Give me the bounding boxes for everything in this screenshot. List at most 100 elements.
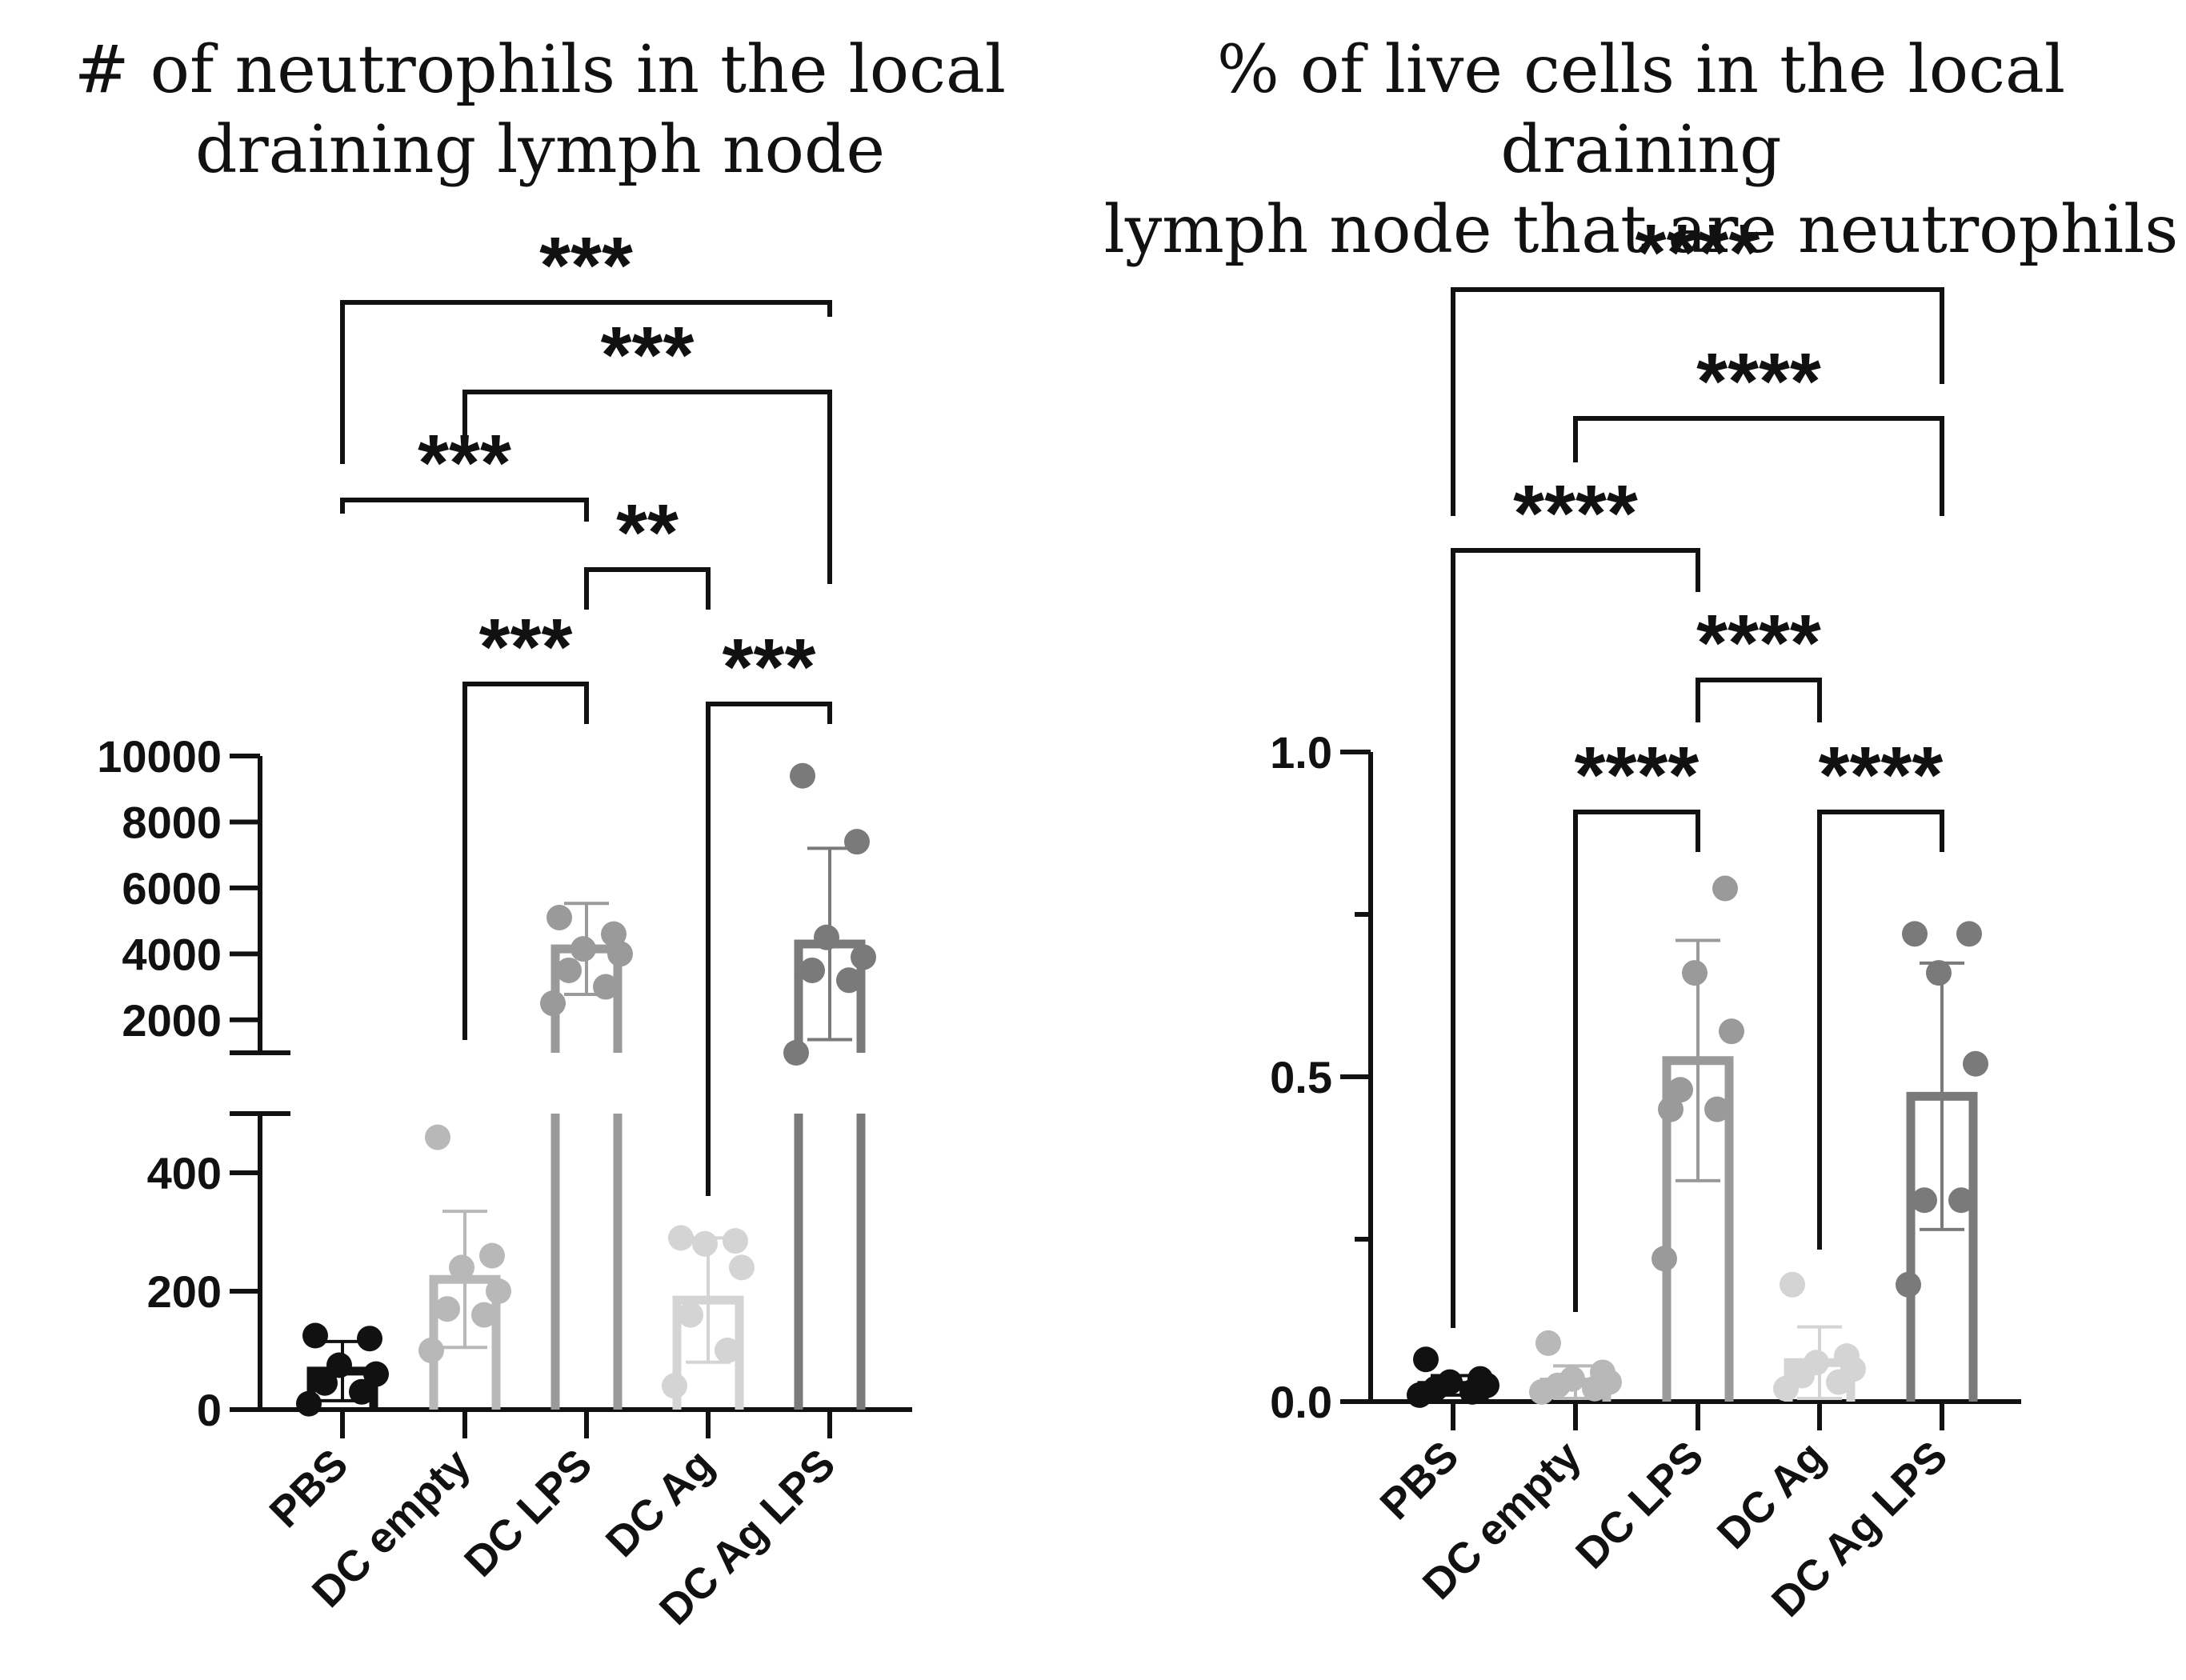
- data-point: [479, 1242, 505, 1269]
- significance-label: ****: [1819, 730, 1944, 820]
- data-point: [1834, 1343, 1860, 1370]
- x-tick-label: PBS: [1371, 1432, 1468, 1529]
- data-point: [363, 1361, 389, 1387]
- y-tick-label: 6000: [122, 863, 222, 914]
- data-point: [312, 1370, 338, 1396]
- chart-title-line-2: draining lymph node: [194, 112, 886, 188]
- data-point: [1963, 1050, 1988, 1077]
- data-point: [799, 957, 825, 983]
- data-point: [1780, 1271, 1805, 1298]
- y-tick-label: 0.0: [1270, 1377, 1332, 1427]
- data-point: [1704, 1096, 1730, 1122]
- data-point: [449, 1254, 474, 1281]
- data-point: [302, 1322, 328, 1349]
- data-point: [296, 1390, 322, 1417]
- y-tick-label: 10000: [97, 731, 222, 782]
- significance-bracket: [1451, 548, 1700, 1328]
- data-point: [425, 1124, 450, 1150]
- y-tick-label: 0: [197, 1385, 222, 1435]
- data-point: [1535, 1330, 1561, 1356]
- x-tick-label: PBS: [261, 1440, 358, 1537]
- significance-label: ***: [601, 310, 695, 400]
- significance-label: ***: [539, 221, 633, 310]
- y-tick-label: 200: [147, 1266, 222, 1317]
- chart-title: # of neutrophils in the local draining l…: [24, 30, 1056, 190]
- data-point: [593, 974, 619, 1000]
- data-point: [836, 967, 862, 994]
- y-tick-label: 4000: [122, 929, 222, 979]
- data-point: [1712, 875, 1738, 902]
- data-point: [1668, 1077, 1693, 1103]
- data-point: [1413, 1346, 1439, 1373]
- significance-bracket: [340, 498, 589, 522]
- x-tick-label: DC LPS: [1567, 1432, 1712, 1578]
- data-point: [471, 1302, 497, 1328]
- significance-label: ***: [723, 622, 816, 712]
- data-point: [783, 1040, 809, 1066]
- data-point: [1804, 1350, 1829, 1376]
- data-point: [607, 941, 633, 967]
- y-tick-label: 1.0: [1270, 727, 1332, 778]
- data-point: [571, 936, 596, 962]
- chart-title-line-1: % of live cells in the local draining: [1216, 32, 2066, 188]
- data-point: [349, 1378, 374, 1405]
- significance-bracket: [340, 300, 832, 464]
- x-tick-label: DC LPS: [455, 1440, 601, 1586]
- significance-bracket: [1817, 810, 1944, 1250]
- data-point: [668, 1225, 694, 1251]
- data-point: [1926, 960, 1952, 986]
- data-point: [678, 1302, 703, 1328]
- significance-bracket: [462, 682, 589, 1040]
- y-tick-label: 2000: [122, 995, 222, 1046]
- data-point: [556, 957, 582, 983]
- chart-panel-neutrophil-percent: % of live cells in the local draining ly…: [1093, 0, 2186, 1680]
- chart-title-line-1: # of neutrophils in the local: [74, 32, 1007, 108]
- data-point: [1956, 921, 1982, 947]
- data-point: [1896, 1271, 1921, 1298]
- y-tick-label: 0.5: [1270, 1052, 1332, 1102]
- data-point: [1658, 1096, 1684, 1122]
- data-point: [1719, 1018, 1744, 1045]
- significance-label: **: [616, 488, 679, 578]
- significance-label: ****: [1575, 730, 1700, 820]
- data-point: [1590, 1359, 1615, 1386]
- significance-bracket: [1451, 287, 1944, 516]
- significance-bracket: [462, 390, 832, 584]
- data-point: [662, 1373, 687, 1399]
- significance-label: ****: [1635, 208, 1760, 298]
- data-point: [715, 1338, 740, 1363]
- chart-title-line-2: lymph node that are neutrophils: [1103, 192, 2179, 268]
- significance-label: ****: [1696, 598, 1821, 688]
- data-point: [692, 1230, 718, 1257]
- data-point: [326, 1352, 352, 1378]
- significance-bracket: [1573, 416, 1944, 516]
- data-point: [729, 1254, 755, 1281]
- data-point: [844, 829, 870, 855]
- data-point: [1467, 1366, 1493, 1392]
- data-point: [1652, 1246, 1677, 1272]
- significance-label: ****: [1696, 337, 1821, 426]
- significance-label: ***: [479, 602, 573, 692]
- data-point: [601, 921, 627, 947]
- bar-lower-segment: [551, 1114, 623, 1410]
- chart-panel-neutrophil-count: # of neutrophils in the local draining l…: [24, 30, 1056, 1634]
- significance-bracket: [584, 567, 711, 610]
- data-point: [1912, 1187, 1937, 1214]
- data-point: [1559, 1366, 1585, 1392]
- data-point: [814, 924, 839, 950]
- significance-bracket: [1696, 678, 1822, 722]
- data-point: [418, 1338, 444, 1363]
- data-point: [1437, 1369, 1463, 1395]
- data-point: [486, 1278, 511, 1304]
- significance-label: ***: [418, 418, 511, 508]
- y-tick-label: 8000: [122, 797, 222, 847]
- data-point: [546, 904, 572, 930]
- data-point: [1682, 960, 1708, 986]
- significance-label: ****: [1513, 469, 1638, 558]
- data-point: [434, 1296, 460, 1322]
- bar-lower-segment: [794, 1114, 866, 1410]
- data-point: [1902, 921, 1928, 947]
- data-point: [540, 990, 566, 1017]
